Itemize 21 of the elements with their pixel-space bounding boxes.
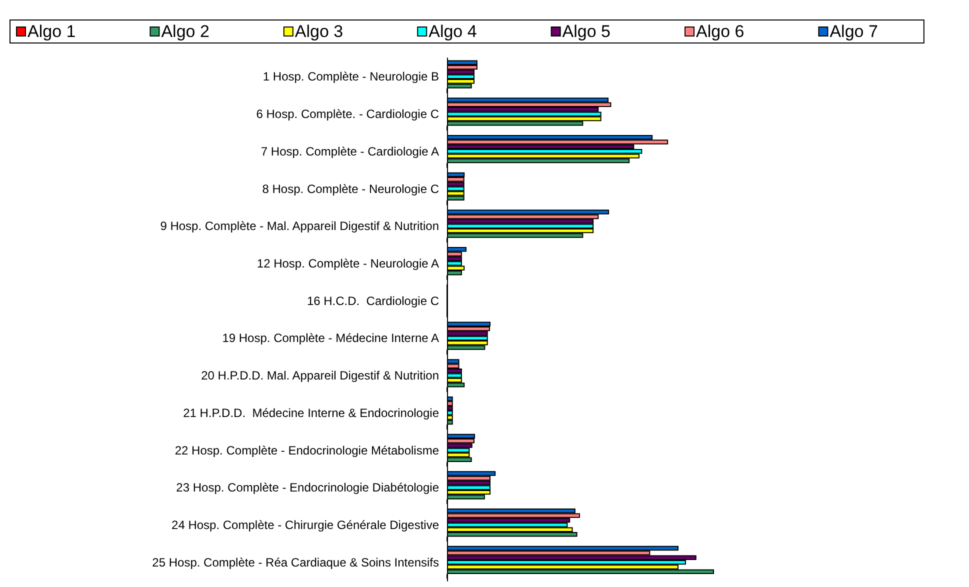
y-tick-label: 12 Hosp. Complète - Neurologie A xyxy=(256,256,439,270)
y-tick-label: 9 Hosp. Complète - Mal. Appareil Digestif & Nutrition xyxy=(160,219,439,234)
legend-label: Algo 4 xyxy=(428,22,477,41)
y-tick-label: 16 H.C.D. Cardiologie C xyxy=(306,294,440,308)
y-tick-label: 23 Hosp. Complète - Endocrinologie Diabétologie xyxy=(176,480,440,495)
y-tick-label: 24 Hosp. Complète - Chirurgie Générale Digestive xyxy=(172,518,440,532)
legend-label: Algo 5 xyxy=(562,22,611,41)
legend-label: Algo 2 xyxy=(161,22,210,41)
legend-label: Algo 3 xyxy=(294,22,344,41)
y-tick-label: 1 Hosp. Complète - Neurologie B xyxy=(262,70,439,84)
legend-label: Algo 6 xyxy=(696,22,744,41)
y-tick-label: 7 Hosp. Complète - Cardiologie A xyxy=(260,144,439,158)
y-tick-label: 25 Hosp. Complète - Réa Cardiaque & Soins Intensifs xyxy=(152,555,439,570)
y-tick-label: 19 Hosp. Complète - Médecine Interne A xyxy=(222,331,439,346)
y-tick-label: 21 H.P.D.D. Médecine Interne & Endocrinologie xyxy=(183,406,440,420)
y-tick-label: 6 Hosp. Complète. - Cardiologie C xyxy=(256,107,440,122)
y-tick-label: 8 Hosp. Complète - Neurologie C xyxy=(262,182,440,196)
y-tick-label: 20 H.P.D.D. Mal. Appareil Digestif & Nutrition xyxy=(201,368,439,383)
legend-label: Algo 7 xyxy=(830,22,878,41)
legend-label: Algo 1 xyxy=(28,22,76,41)
y-tick-label: 22 Hosp. Complète - Endocrinologie Métabolisme xyxy=(174,443,440,458)
